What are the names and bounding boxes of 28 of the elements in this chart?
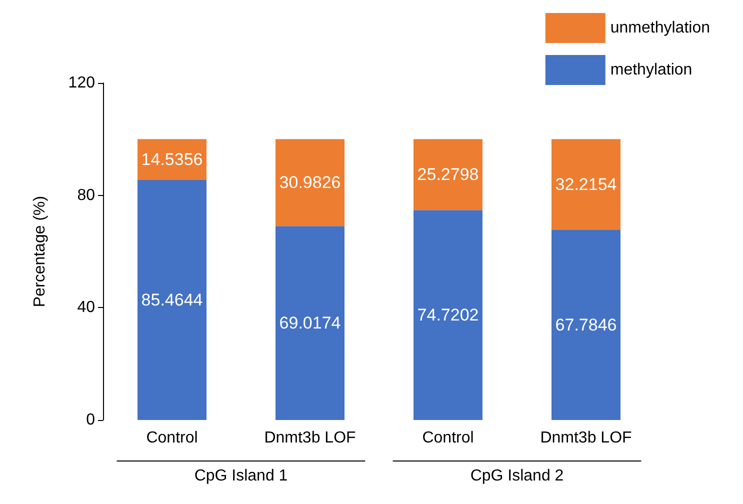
data-label: 69.0174 [279,314,341,333]
bar [414,139,482,210]
y-tick-label: 120 [68,74,96,92]
data-label: 14.5356 [141,150,203,170]
bar [414,210,482,420]
x-tick-label: Dnmt3b LOF [540,430,632,446]
text: CpG Island 2 [470,468,564,484]
data-label: 85.4644 [141,290,203,310]
y-axis-title: Percentage (%) [32,196,48,308]
bar [276,226,344,420]
x-tick-label: Control [422,430,474,446]
legend-label: methylation [610,62,692,78]
y-tick-label: 40 [77,299,96,316]
data-label: 30.9826 [279,173,341,192]
bar [552,139,620,230]
data-label: 25.2798 [417,165,479,184]
legend-label: unmethylation [610,20,710,36]
bar [552,230,620,420]
y-tick-label: 80 [77,186,96,204]
x-tick-label: Dnmt3b LOF [264,430,356,446]
y-tick-label: 0 [86,412,96,428]
data-label: 32.2154 [555,174,617,194]
text: CpG Island 1 [194,468,288,484]
data-label: 67.7846 [555,315,617,334]
bar [276,139,344,226]
x-tick-label: Control [146,430,198,446]
data-label: 74.7202 [417,306,479,325]
bar [138,180,206,420]
